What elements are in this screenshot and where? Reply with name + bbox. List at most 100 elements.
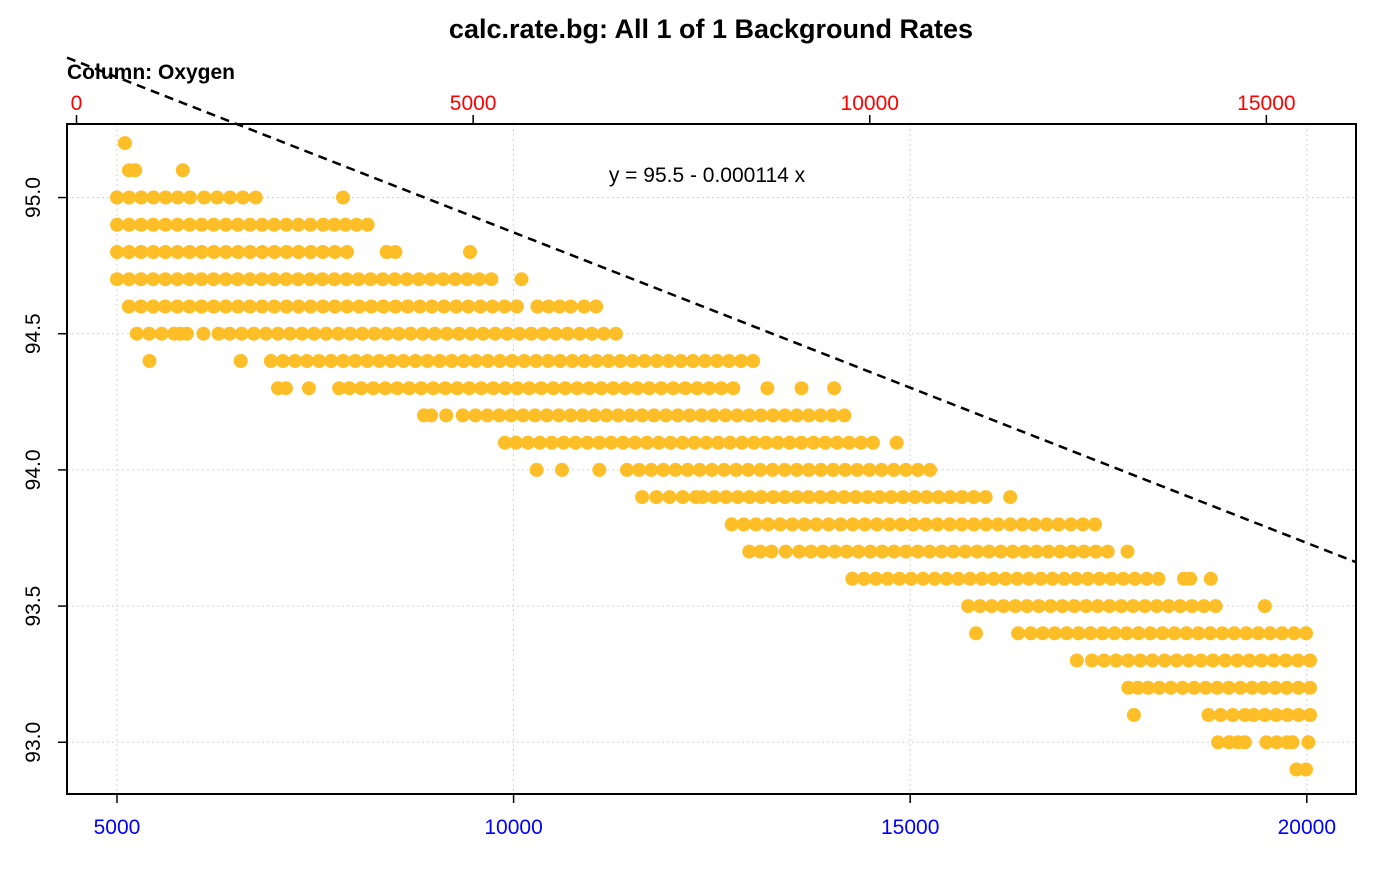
data-point [223,190,237,205]
data-point [1203,571,1218,586]
data-point [704,462,719,477]
data-point [1092,571,1107,586]
data-point [291,272,306,287]
data-point [510,381,525,396]
data-point [979,517,993,532]
data-point [1169,653,1184,668]
data-point [687,435,702,450]
data-point [278,381,293,396]
data-point [922,544,937,559]
data-point [1191,626,1206,641]
data-point [486,381,501,396]
data-point [806,435,821,450]
data-point [243,299,258,314]
data-point [838,462,853,477]
data-point [456,354,471,368]
data-point [1055,599,1070,614]
data-point [848,490,863,505]
data-point [122,272,137,287]
data-point [158,245,173,259]
data-point [563,299,578,314]
data-point [1069,571,1084,586]
data-point [658,408,673,423]
data-point [1071,626,1086,641]
data-point [870,517,884,532]
y-axis-tick-label: 94.0 [22,449,45,490]
data-point [1291,708,1306,722]
data-point [734,354,749,368]
data-point [218,217,233,232]
data-point [611,408,626,423]
data-point [364,299,379,314]
data-point [315,245,330,259]
data-point [194,299,209,314]
data-point [830,435,845,450]
data-point [710,354,724,368]
data-point [582,381,597,396]
data-point [899,544,913,559]
data-point [616,435,631,450]
data-point [146,272,161,287]
data-point [1127,571,1142,586]
data-point [146,190,161,205]
data-point [865,435,880,450]
data-point [1268,680,1283,695]
data-point [122,245,137,259]
bottom-axis-tick-label: 5000 [94,816,141,839]
data-point [179,326,194,341]
data-point [473,299,488,314]
data-point [372,354,387,368]
data-point [1201,708,1216,722]
data-point [1045,571,1060,586]
data-point [551,408,566,423]
data-point [608,326,623,341]
data-point [789,462,804,477]
data-point [1029,544,1044,559]
data-point [758,435,773,450]
data-point [288,354,302,368]
data-point [548,326,563,341]
data-point [463,245,477,259]
data-point [589,354,604,368]
data-point [1104,571,1119,586]
data-point [246,326,261,341]
data-point [813,490,828,505]
grid-lines [67,124,1356,794]
data-point [349,217,364,232]
data-point [340,245,354,259]
data-point [801,462,816,477]
data-point [770,435,785,450]
data-point [1088,517,1102,532]
data-point [110,272,124,287]
data-point [1080,571,1095,586]
data-point [497,299,512,314]
data-point [403,326,418,341]
data-point [351,272,366,287]
data-point [206,299,221,314]
data-point [218,272,233,287]
data-point [804,544,818,559]
data-point [1131,626,1146,641]
data-point [742,408,757,423]
data-point [355,326,370,341]
y-axis-tick-label: 93.0 [22,722,45,763]
y-axis-tick-label: 93.5 [22,586,45,627]
data-point [170,272,185,287]
data-point [1075,517,1090,532]
data-point [1065,544,1080,559]
regression-equation-label: y = 95.5 - 0.000114 x [609,164,806,187]
data-point [675,490,690,505]
data-point [194,245,209,259]
data-point [746,435,761,450]
data-point [649,354,664,368]
data-point [939,571,954,586]
data-point [874,462,889,477]
data-point [233,354,248,368]
data-point [1218,653,1233,668]
data-point [218,245,233,259]
data-point [154,326,169,341]
data-point [1043,599,1058,614]
data-point [685,354,700,368]
data-point [255,299,270,314]
